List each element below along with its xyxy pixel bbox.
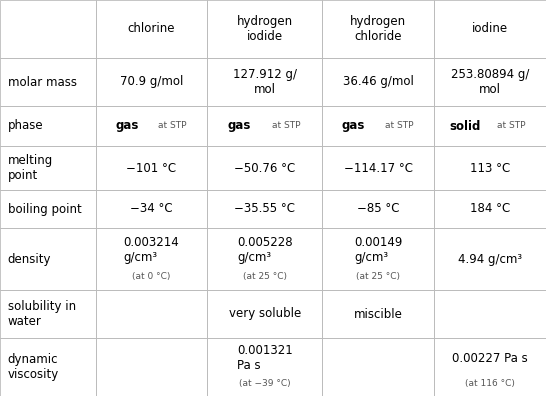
Bar [207, 0, 322, 58]
Bar [207, 106, 322, 146]
Bar [96, 228, 207, 290]
Bar [96, 0, 207, 58]
Bar [434, 190, 546, 228]
Text: −35.55 °C: −35.55 °C [234, 202, 295, 215]
Text: (at 25 °C): (at 25 °C) [243, 272, 287, 281]
Bar [322, 146, 434, 190]
Text: (at 116 °C): (at 116 °C) [465, 379, 515, 388]
Text: hydrogen
iodide: hydrogen iodide [237, 15, 293, 43]
Bar [96, 106, 207, 146]
Text: 0.00227 Pa s: 0.00227 Pa s [452, 352, 528, 365]
Text: solubility in
water: solubility in water [8, 300, 76, 328]
Bar [207, 290, 322, 338]
Text: 36.46 g/mol: 36.46 g/mol [343, 76, 413, 88]
Text: solid: solid [450, 120, 481, 133]
Bar [434, 0, 546, 58]
Text: (at 0 °C): (at 0 °C) [132, 272, 171, 281]
Text: gas: gas [228, 120, 251, 133]
Text: 184 °C: 184 °C [470, 202, 510, 215]
Text: 0.005228
g/cm³: 0.005228 g/cm³ [237, 236, 293, 264]
Bar [0, 58, 96, 106]
Text: chlorine: chlorine [128, 23, 175, 36]
Text: hydrogen
chloride: hydrogen chloride [350, 15, 406, 43]
Bar [322, 228, 434, 290]
Text: 253.80894 g/
mol: 253.80894 g/ mol [451, 68, 529, 96]
Text: very soluble: very soluble [229, 308, 301, 320]
Bar [207, 146, 322, 190]
Text: 0.00149
g/cm³: 0.00149 g/cm³ [354, 236, 402, 264]
Bar [207, 338, 322, 396]
Bar [0, 290, 96, 338]
Text: iodine: iodine [472, 23, 508, 36]
Text: at STP: at STP [385, 122, 413, 131]
Text: at STP: at STP [158, 122, 187, 131]
Bar [322, 106, 434, 146]
Text: at STP: at STP [497, 122, 525, 131]
Bar [96, 338, 207, 396]
Text: −50.76 °C: −50.76 °C [234, 162, 295, 175]
Text: miscible: miscible [354, 308, 402, 320]
Bar [434, 228, 546, 290]
Bar [96, 290, 207, 338]
Bar [434, 58, 546, 106]
Bar [207, 58, 322, 106]
Text: boiling point: boiling point [8, 202, 81, 215]
Text: phase: phase [8, 120, 43, 133]
Text: 4.94 g/cm³: 4.94 g/cm³ [458, 253, 522, 265]
Bar [322, 58, 434, 106]
Text: gas: gas [115, 120, 139, 133]
Text: dynamic
viscosity: dynamic viscosity [8, 353, 59, 381]
Bar [0, 228, 96, 290]
Text: 113 °C: 113 °C [470, 162, 510, 175]
Text: at STP: at STP [272, 122, 300, 131]
Bar [434, 106, 546, 146]
Text: melting
point: melting point [8, 154, 53, 182]
Bar [96, 190, 207, 228]
Text: 70.9 g/mol: 70.9 g/mol [120, 76, 183, 88]
Bar [96, 58, 207, 106]
Text: molar mass: molar mass [8, 76, 76, 88]
Bar [0, 106, 96, 146]
Text: density: density [8, 253, 51, 265]
Bar [322, 0, 434, 58]
Bar [322, 338, 434, 396]
Bar [322, 190, 434, 228]
Bar [0, 190, 96, 228]
Text: −114.17 °C: −114.17 °C [343, 162, 413, 175]
Text: 127.912 g/
mol: 127.912 g/ mol [233, 68, 297, 96]
Bar [96, 146, 207, 190]
Text: −34 °C: −34 °C [130, 202, 173, 215]
Text: −85 °C: −85 °C [357, 202, 399, 215]
Bar [0, 146, 96, 190]
Bar [434, 338, 546, 396]
Bar [207, 190, 322, 228]
Bar [0, 338, 96, 396]
Text: (at −39 °C): (at −39 °C) [239, 379, 290, 388]
Bar [434, 290, 546, 338]
Text: gas: gas [342, 120, 365, 133]
Text: (at 25 °C): (at 25 °C) [356, 272, 400, 281]
Bar [322, 290, 434, 338]
Text: −101 °C: −101 °C [127, 162, 176, 175]
Bar [0, 0, 96, 58]
Text: 0.001321
Pa s: 0.001321 Pa s [237, 344, 293, 372]
Text: 0.003214
g/cm³: 0.003214 g/cm³ [123, 236, 180, 264]
Bar [207, 228, 322, 290]
Bar [434, 146, 546, 190]
